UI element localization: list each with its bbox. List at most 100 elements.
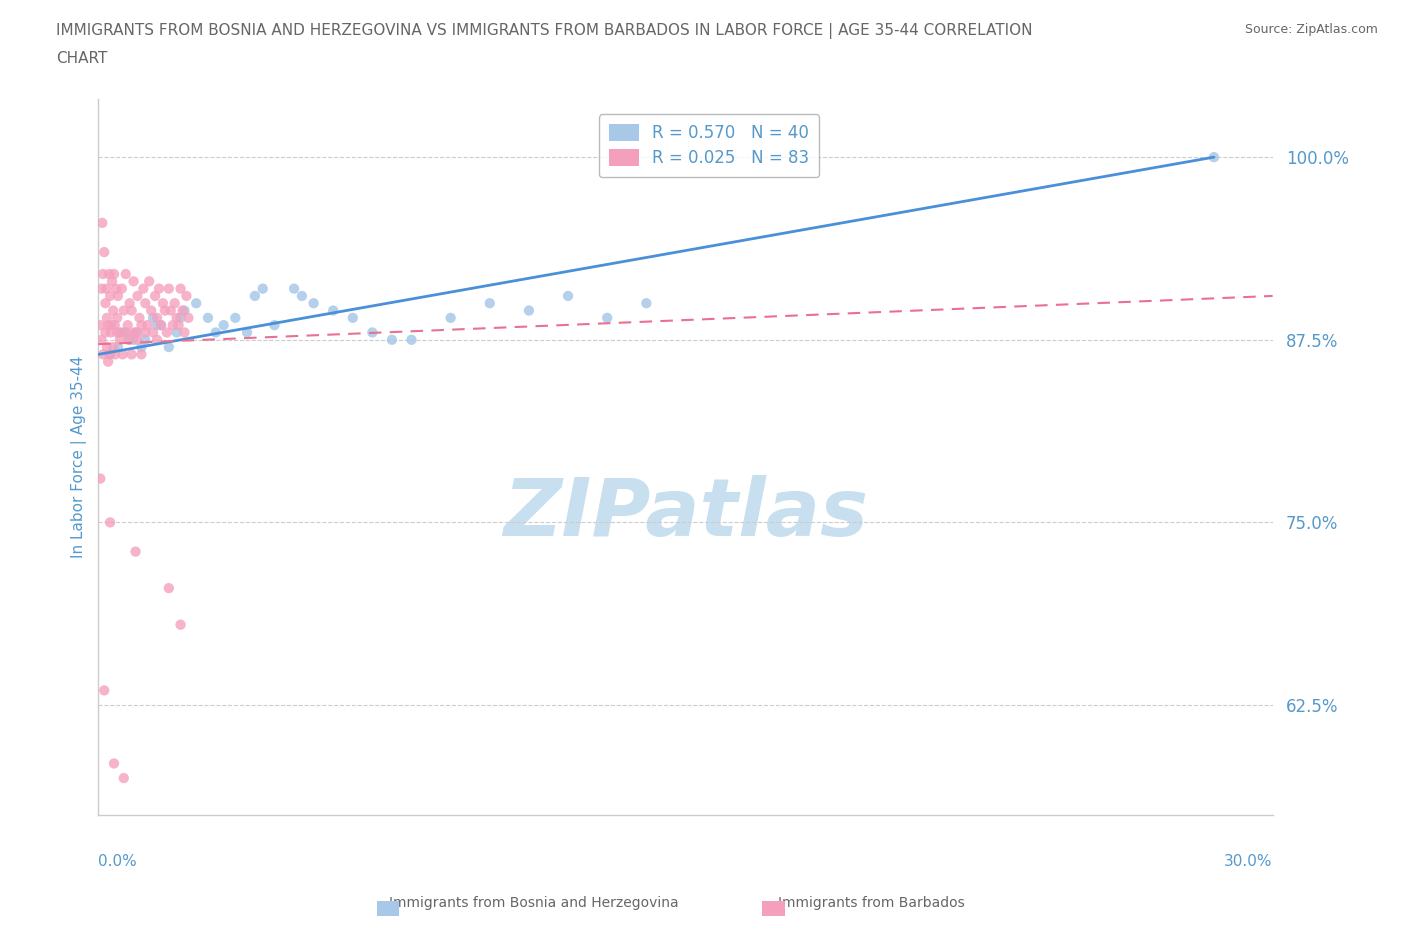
- Point: [107, 339, 129, 354]
- Text: 0.0%: 0.0%: [98, 854, 138, 869]
- Point: [236, 325, 259, 339]
- Point: [131, 347, 153, 362]
- Text: ZIPatlas: ZIPatlas: [503, 475, 868, 553]
- Point: [197, 311, 219, 325]
- Point: [103, 303, 125, 318]
- Point: [132, 281, 155, 296]
- Point: [148, 281, 170, 296]
- Point: [108, 325, 131, 339]
- Point: [361, 325, 384, 339]
- Point: [114, 267, 136, 282]
- Point: [131, 339, 153, 354]
- Point: [104, 318, 127, 333]
- Point: [127, 332, 149, 347]
- Point: [101, 274, 124, 289]
- Point: [138, 274, 160, 289]
- Point: [381, 332, 404, 347]
- Point: [89, 472, 111, 486]
- Point: [176, 288, 198, 303]
- Text: Immigrants from Barbados: Immigrants from Barbados: [779, 896, 965, 910]
- Point: [118, 296, 141, 311]
- Point: [108, 332, 131, 347]
- Point: [243, 288, 266, 303]
- Text: IMMIGRANTS FROM BOSNIA AND HERZEGOVINA VS IMMIGRANTS FROM BARBADOS IN LABOR FORC: IMMIGRANTS FROM BOSNIA AND HERZEGOVINA V…: [56, 23, 1033, 39]
- Point: [152, 296, 174, 311]
- Point: [224, 311, 246, 325]
- Point: [162, 318, 184, 333]
- Point: [124, 325, 146, 339]
- Point: [636, 296, 658, 311]
- Point: [98, 347, 121, 362]
- Point: [91, 216, 114, 231]
- Point: [163, 296, 186, 311]
- Point: [90, 281, 112, 296]
- Point: [112, 771, 135, 786]
- Legend: R = 0.570   N = 40, R = 0.025   N = 83: R = 0.570 N = 40, R = 0.025 N = 83: [599, 114, 820, 178]
- Point: [157, 281, 180, 296]
- Point: [90, 332, 112, 347]
- Point: [1202, 150, 1225, 165]
- Point: [93, 245, 115, 259]
- Point: [252, 281, 274, 296]
- Point: [89, 318, 111, 333]
- Point: [97, 354, 120, 369]
- Point: [97, 318, 120, 333]
- Point: [283, 281, 305, 296]
- Point: [105, 311, 128, 325]
- Point: [134, 332, 156, 347]
- Point: [166, 311, 188, 325]
- Point: [105, 325, 128, 339]
- Point: [103, 339, 125, 354]
- Point: [440, 311, 463, 325]
- Point: [107, 288, 129, 303]
- Point: [142, 325, 165, 339]
- Point: [401, 332, 423, 347]
- Point: [100, 318, 122, 333]
- Point: [100, 325, 122, 339]
- Point: [111, 347, 134, 362]
- Point: [118, 332, 141, 347]
- Point: [172, 303, 194, 318]
- Point: [146, 332, 169, 347]
- Point: [134, 325, 156, 339]
- Point: [263, 318, 285, 333]
- Point: [169, 311, 191, 325]
- Point: [342, 311, 364, 325]
- Point: [111, 281, 134, 296]
- Point: [98, 288, 121, 303]
- Point: [124, 544, 146, 559]
- Point: [98, 267, 121, 282]
- Point: [153, 303, 176, 318]
- Point: [128, 311, 150, 325]
- Point: [122, 332, 145, 347]
- Point: [93, 683, 115, 698]
- Point: [96, 281, 118, 296]
- Point: [212, 318, 235, 333]
- Point: [121, 303, 143, 318]
- Point: [121, 347, 143, 362]
- Point: [146, 318, 169, 333]
- Point: [114, 325, 136, 339]
- Point: [114, 325, 136, 339]
- Point: [98, 347, 121, 362]
- Text: 30.0%: 30.0%: [1225, 854, 1272, 869]
- Point: [291, 288, 314, 303]
- Point: [117, 318, 139, 333]
- Point: [94, 325, 117, 339]
- Point: [131, 318, 153, 333]
- Point: [596, 311, 619, 325]
- Text: Source: ZipAtlas.com: Source: ZipAtlas.com: [1244, 23, 1378, 36]
- Point: [141, 303, 163, 318]
- Point: [127, 288, 149, 303]
- Point: [169, 281, 191, 296]
- Point: [104, 281, 127, 296]
- Point: [302, 296, 325, 311]
- Y-axis label: In Labor Force | Age 35-44: In Labor Force | Age 35-44: [72, 355, 87, 558]
- Point: [166, 325, 188, 339]
- Point: [167, 318, 190, 333]
- Point: [173, 325, 195, 339]
- Point: [96, 311, 118, 325]
- Point: [186, 296, 208, 311]
- Point: [478, 296, 501, 311]
- Point: [177, 311, 200, 325]
